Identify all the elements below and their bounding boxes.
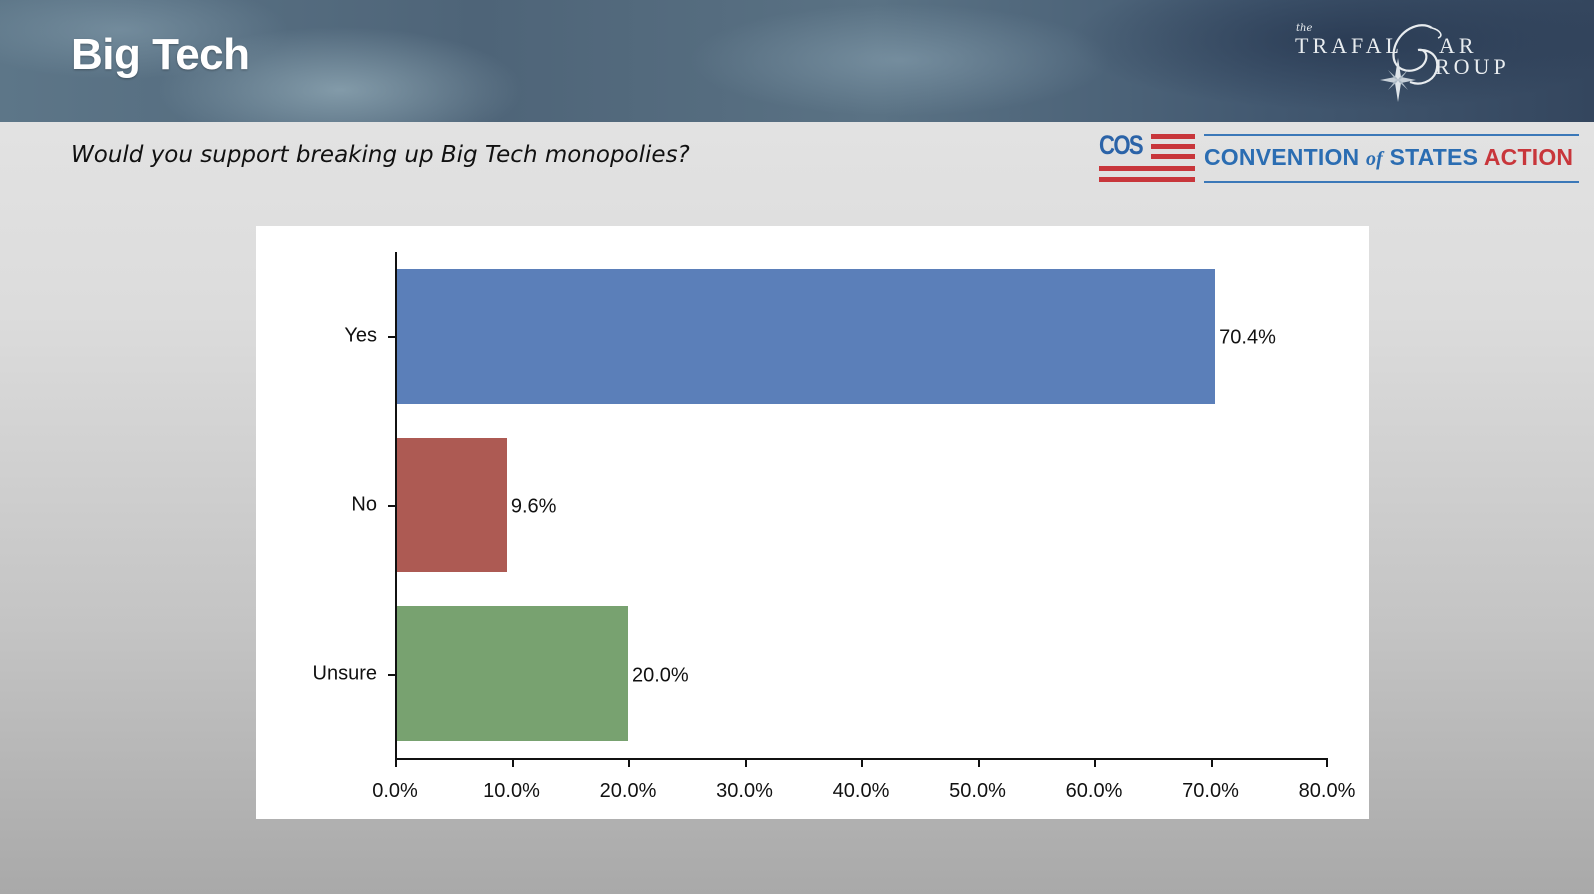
cos-top-rule	[1204, 134, 1579, 136]
x-tick	[1094, 760, 1096, 767]
cos-flag-icon: COS	[1099, 130, 1195, 184]
flag-stripe	[1151, 144, 1195, 149]
x-tick-label: 40.0%	[832, 780, 890, 802]
cos-name-part3: ACTION	[1483, 144, 1574, 170]
logo-line2: ROUP	[1435, 54, 1510, 79]
x-tick	[977, 760, 980, 767]
category-label: No	[351, 493, 377, 516]
x-tick-label: 70.0%	[1182, 780, 1239, 802]
bar-value-label: 20.0%	[632, 664, 689, 687]
x-tick	[628, 760, 630, 767]
x-tick-label: 0.0%	[372, 780, 418, 802]
x-tick-label: 80.0%	[1298, 780, 1356, 802]
slide-title: Big Tech	[71, 30, 250, 79]
x-tick	[861, 760, 863, 767]
cos-name-part1: CONVENTION	[1204, 144, 1360, 170]
x-tick-label: 10.0%	[483, 780, 540, 802]
logo-the-text: the	[1296, 23, 1313, 34]
flag-stripe	[1099, 166, 1195, 171]
x-tick-label: 30.0%	[716, 780, 773, 802]
bar-yes	[397, 268, 1216, 404]
x-axis	[395, 758, 1328, 760]
x-tick	[1326, 760, 1328, 767]
chart-panel: 70.4% Yes 9.6% No 20.0% Unsure 0.0% 10.0% 20.0% 3…	[256, 226, 1369, 819]
x-tick-label: 50.0%	[949, 780, 1006, 802]
bar-value-label: 9.6%	[510, 495, 557, 518]
cos-name: CONVENTION of STATES ACTION	[1204, 144, 1573, 171]
x-tick	[395, 760, 397, 767]
bar-no	[397, 437, 507, 573]
flag-stripe	[1099, 177, 1195, 182]
cos-name-of: of	[1365, 148, 1383, 170]
header-banner: Big Tech the TRAFAL AR ROUP	[0, 0, 1594, 122]
survey-question: Would you support breaking up Big Tech m…	[71, 142, 690, 168]
logo-swash-g-icon	[1392, 24, 1442, 85]
cos-bottom-rule	[1204, 181, 1579, 183]
cos-mark: COS	[1099, 130, 1144, 160]
cos-name-part2: STATES	[1389, 144, 1479, 170]
logo-line1: TRAFAL AR	[1295, 33, 1478, 59]
y-tick	[388, 505, 395, 507]
y-tick	[388, 336, 395, 339]
flag-stripe	[1151, 154, 1195, 159]
x-tick-label: 60.0%	[1065, 780, 1123, 802]
logo-line1-end: AR	[1438, 33, 1478, 58]
convention-of-states-action-logo: COS CONVENTION of STATES ACTION	[1099, 130, 1579, 187]
y-tick	[388, 673, 395, 676]
y-axis	[395, 252, 397, 760]
category-label: Unsure	[312, 662, 377, 685]
flag-stripe	[1151, 134, 1195, 139]
bar-value-label: 70.4%	[1219, 326, 1276, 349]
compass-rose-icon	[1380, 58, 1416, 102]
bar-chart-plot: 70.4% Yes 9.6% No 20.0% Unsure 0.0% 10.0% 20.0% 3…	[313, 252, 1355, 802]
x-tick	[511, 760, 514, 767]
category-label: Yes	[344, 324, 377, 347]
x-tick	[1210, 760, 1213, 767]
x-tick-label: 20.0%	[599, 780, 657, 802]
trafalgar-group-logo: the TRAFAL AR ROUP	[1285, 20, 1525, 105]
bar-unsure	[397, 606, 628, 742]
x-tick	[744, 760, 747, 767]
logo-line1-start: TRAFAL	[1295, 33, 1403, 58]
